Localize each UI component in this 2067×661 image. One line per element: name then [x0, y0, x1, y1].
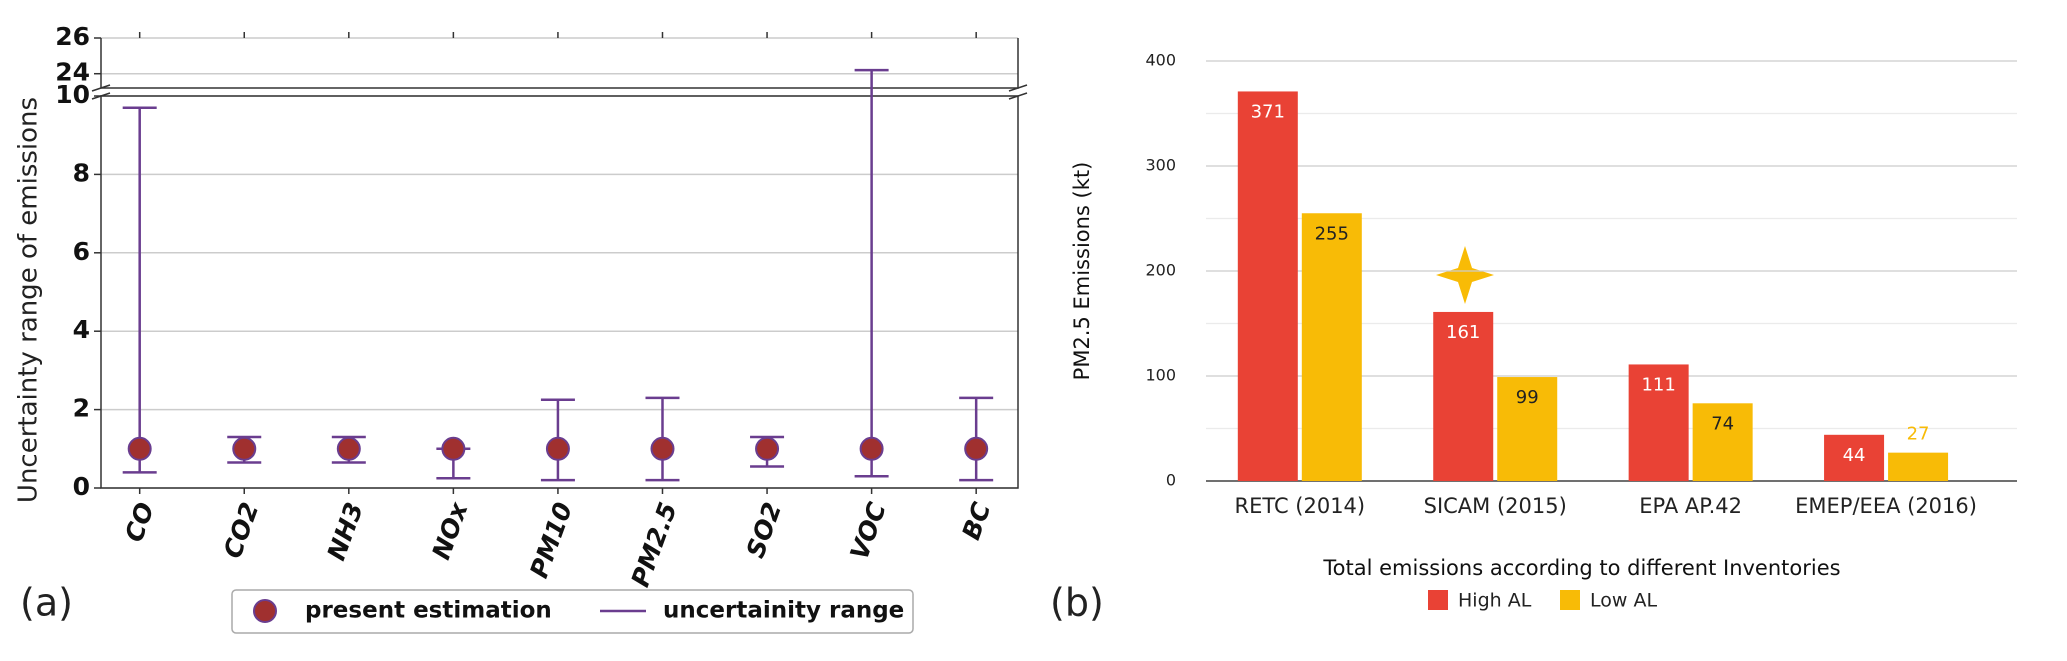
x-tick-label: CO [119, 499, 160, 546]
star-annotation [1436, 246, 1494, 304]
bar [1692, 403, 1753, 481]
estimate-marker [336, 436, 361, 461]
data-label: 99 [1516, 387, 1539, 408]
data-label: 111 [1641, 374, 1675, 395]
bar [1888, 452, 1949, 481]
x-tick-label: PM2.5 [626, 499, 683, 591]
x-tick-label: EMEP/EEA (2016) [1795, 494, 1977, 518]
x-tick-label: NH3 [322, 499, 370, 565]
panel-label: (b) [1050, 581, 1104, 625]
data-label: 74 [1711, 413, 1734, 434]
legend-label: uncertainity range [663, 598, 904, 624]
estimate-marker [127, 436, 152, 461]
y-tick-label: 100 [1145, 366, 1176, 385]
estimate-marker [755, 436, 780, 461]
estimate-marker [441, 436, 466, 461]
x-tick-label: PM10 [524, 499, 578, 582]
x-tick-label: EPA AP.42 [1639, 494, 1742, 518]
data-label: 27 [1907, 424, 1930, 445]
x-tick-label: VOC [845, 498, 892, 564]
y-tick-label: 26 [55, 22, 90, 51]
bar [1628, 364, 1689, 481]
y-tick-label: 6 [73, 237, 90, 266]
y-tick-label: 400 [1145, 51, 1176, 70]
y-tick-label: 4 [73, 315, 90, 344]
data-label: 44 [1843, 445, 1866, 466]
panel-label: (a) [20, 581, 73, 625]
x-tick-label: BC [956, 498, 996, 544]
bar [1433, 311, 1494, 481]
bar [1497, 377, 1558, 481]
data-label: 161 [1446, 322, 1480, 343]
estimate-marker [650, 436, 675, 461]
legend-label: Low AL [1590, 590, 1657, 612]
data-label: 255 [1315, 223, 1349, 244]
axis-break [91, 84, 111, 92]
legend-marker [253, 599, 277, 623]
bar [1301, 213, 1362, 481]
x-tick-label: CO2 [218, 499, 265, 562]
plot-frame-upper [100, 38, 1019, 89]
y-tick-label: 10 [55, 80, 90, 109]
y-tick-label: 0 [73, 472, 90, 501]
y-tick-label: 0 [1166, 471, 1176, 490]
legend-box [231, 589, 914, 634]
axis-break [1008, 92, 1028, 100]
x-axis-label: Total emissions according to different I… [1322, 556, 1840, 580]
x-tick-label: NOx [426, 498, 473, 564]
data-label: 371 [1251, 101, 1285, 122]
x-tick-label: SICAM (2015) [1424, 494, 1567, 518]
bar [1824, 434, 1885, 481]
estimate-marker [545, 436, 570, 461]
estimate-marker [859, 436, 884, 461]
y-axis-label: Uncertainty range of emissions [14, 97, 44, 503]
axis-break [91, 92, 111, 100]
legend-label: High AL [1458, 590, 1532, 612]
axis-break [1008, 84, 1028, 92]
legend-label: present estimation [305, 598, 552, 624]
estimate-marker [964, 436, 989, 461]
y-tick-label: 300 [1145, 156, 1176, 175]
x-tick-label: RETC (2014) [1234, 494, 1365, 518]
y-tick-label: 2 [73, 394, 90, 423]
x-tick-label: SO2 [741, 499, 788, 562]
legend-marker [1428, 590, 1448, 610]
y-tick-label: 24 [55, 58, 90, 87]
y-tick-label: 200 [1145, 261, 1176, 280]
plot-frame [100, 95, 1019, 489]
y-axis-label: PM2.5 Emissions (kt) [1070, 162, 1094, 381]
legend-marker [1560, 590, 1580, 610]
estimate-marker [232, 436, 257, 461]
y-tick-label: 8 [73, 158, 90, 187]
bar [1237, 91, 1298, 481]
